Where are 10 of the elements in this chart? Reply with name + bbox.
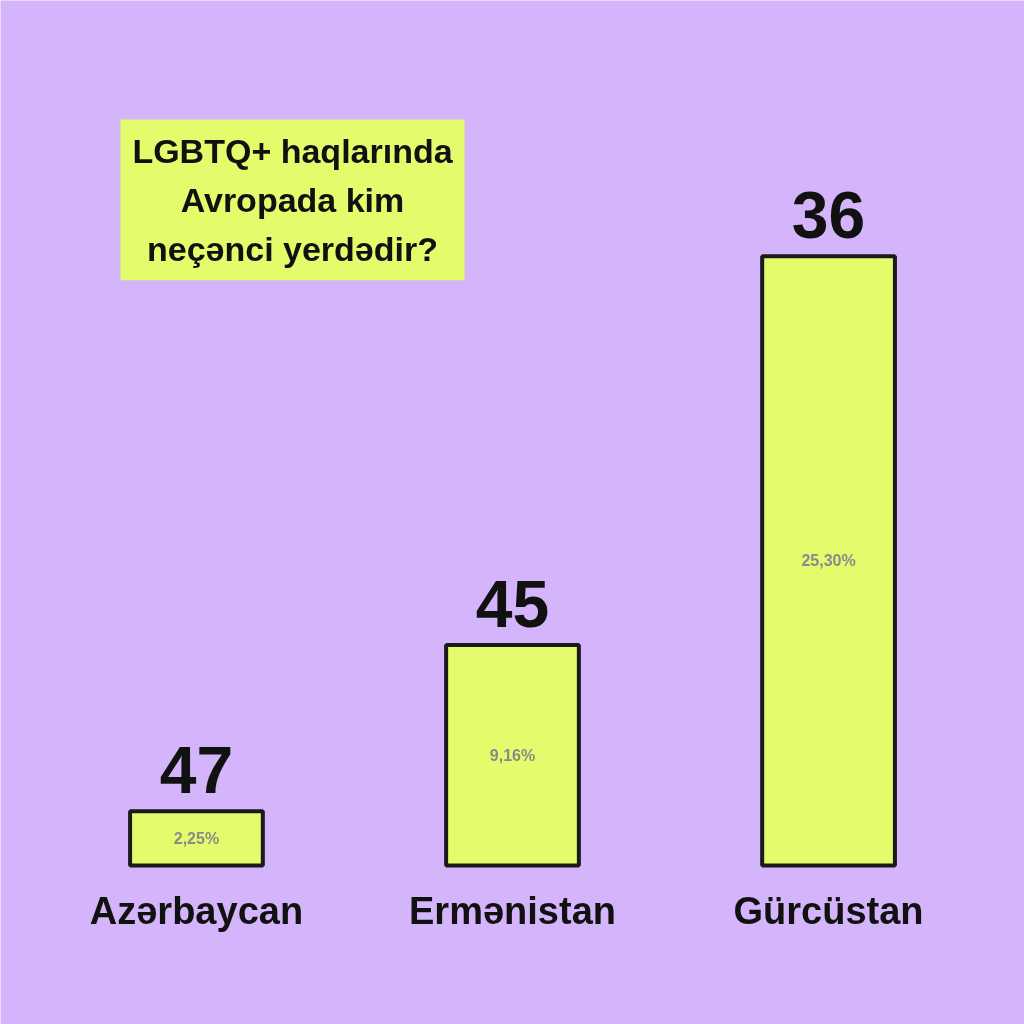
x-tick-label: Ermənistan (409, 889, 616, 932)
annotation: 47 (159, 733, 234, 808)
x-tick-label: Azərbaycan (89, 889, 304, 932)
x-tick-label: Gürcüstan (733, 889, 924, 932)
text: 36 (791, 178, 866, 253)
data-label: 2,25% (173, 829, 220, 847)
data-label: 25,30% (801, 552, 856, 570)
data-label: 9,16% (489, 746, 536, 764)
chart-title: LGBTQ+ haqlarında Avropada kim neçənci yerdədir? (132, 131, 454, 269)
annotation: 45 (475, 566, 550, 641)
